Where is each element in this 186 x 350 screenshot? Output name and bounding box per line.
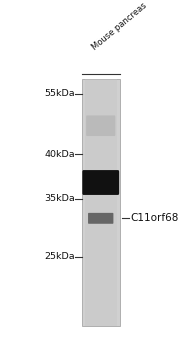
- Bar: [85, 79, 117, 326]
- Text: 55kDa: 55kDa: [44, 89, 75, 98]
- FancyBboxPatch shape: [86, 116, 115, 136]
- Text: 25kDa: 25kDa: [44, 252, 75, 261]
- FancyBboxPatch shape: [82, 170, 119, 195]
- FancyBboxPatch shape: [88, 213, 113, 224]
- Text: Mouse pancreas: Mouse pancreas: [91, 0, 149, 51]
- Text: 40kDa: 40kDa: [44, 149, 75, 159]
- Bar: [82, 79, 120, 326]
- Text: 35kDa: 35kDa: [44, 194, 75, 203]
- Text: C11orf68: C11orf68: [130, 213, 179, 223]
